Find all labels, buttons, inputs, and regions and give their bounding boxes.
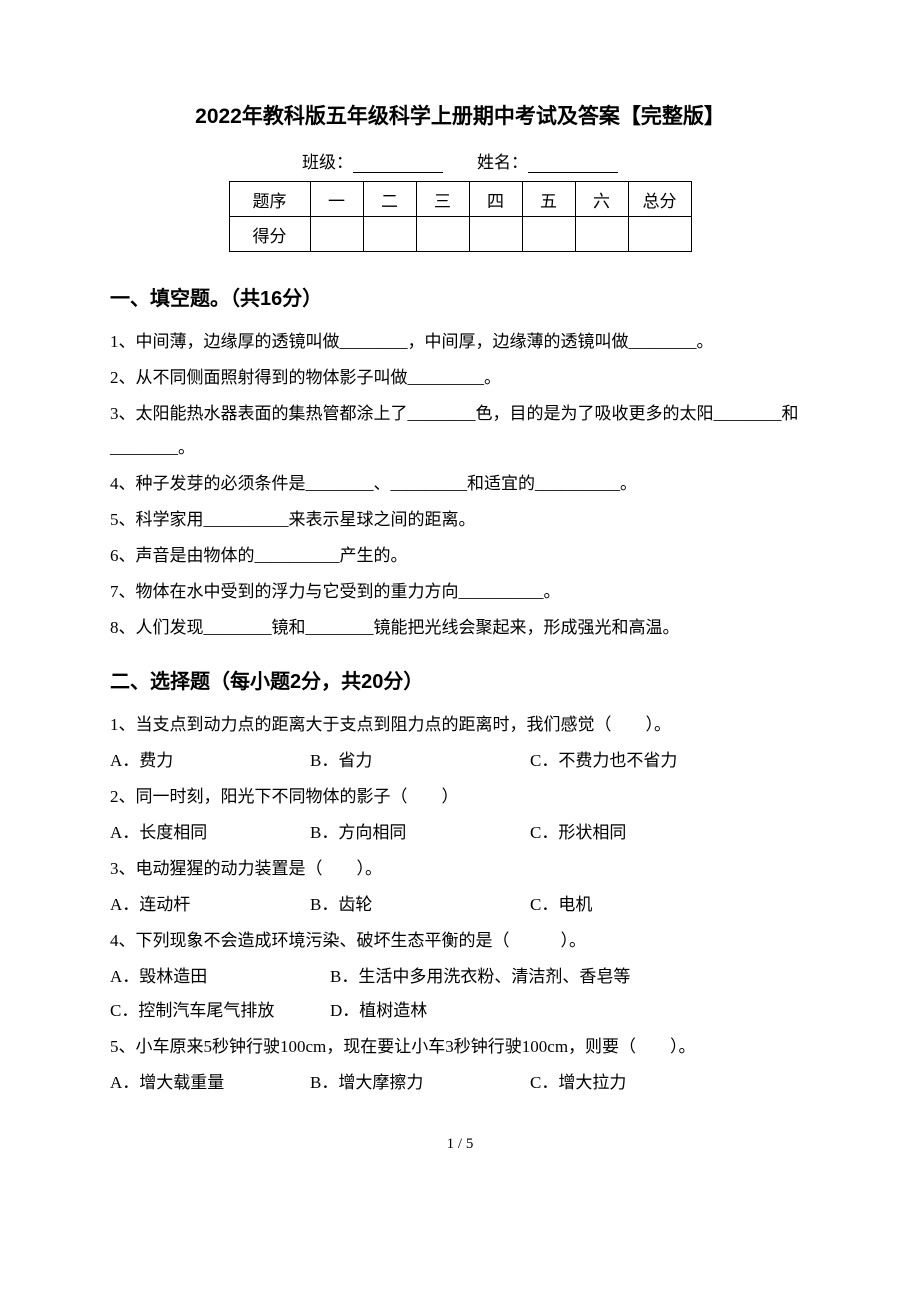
score-header-cell: 二: [363, 182, 416, 217]
mc-q5-text: 5、小车原来5秒钟行驶100cm，现在要让小车3秒钟行驶100cm，则要（ ）。: [110, 1030, 810, 1064]
mc-q3-options: A．连动杆 B．齿轮 C．电机: [110, 888, 810, 922]
score-cell: [628, 217, 691, 252]
mc-option-b: B．增大摩擦力: [310, 1066, 530, 1100]
page: 2022年教科版五年级科学上册期中考试及答案【完整版】 班级： 姓名： 题序 一…: [0, 0, 920, 1193]
fill-blank-q3: 3、太阳能热水器表面的集热管都涂上了________色，目的是为了吸收更多的太阳…: [110, 397, 810, 465]
mc-option-c: C．电机: [530, 888, 592, 922]
mc-q3-text: 3、电动猩猩的动力装置是（ ）。: [110, 852, 810, 886]
class-label: 班级：: [302, 153, 353, 172]
fill-blank-q1: 1、中间薄，边缘厚的透镜叫做________，中间厚，边缘薄的透镜叫做_____…: [110, 325, 810, 359]
section1-heading: 一、填空题。（共16分）: [110, 282, 810, 311]
mc-q4-options: A．毁林造田 B．生活中多用洗衣粉、清洁剂、香皂等 C．控制汽车尾气排放 D．植…: [110, 960, 810, 1028]
mc-option-c: C．形状相同: [530, 816, 626, 850]
fill-blank-q2: 2、从不同侧面照射得到的物体影子叫做_________。: [110, 361, 810, 395]
mc-option-b: B．齿轮: [310, 888, 530, 922]
name-label: 姓名：: [477, 153, 528, 172]
score-header-cell: 三: [416, 182, 469, 217]
fill-blank-q8: 8、人们发现________镜和________镜能把光线会聚起来，形成强光和高…: [110, 611, 810, 645]
mc-q4-text: 4、下列现象不会造成环境污染、破坏生态平衡的是（ ）。: [110, 924, 810, 958]
score-header-cell: 总分: [628, 182, 691, 217]
mc-option-c: C．控制汽车尾气排放: [110, 994, 330, 1028]
score-cell: [416, 217, 469, 252]
exam-title: 2022年教科版五年级科学上册期中考试及答案【完整版】: [110, 100, 810, 130]
mc-option-a: A．费力: [110, 744, 310, 778]
fill-blank-q7: 7、物体在水中受到的浮力与它受到的重力方向__________。: [110, 575, 810, 609]
mc-option-b: B．省力: [310, 744, 530, 778]
section2-heading: 二、选择题（每小题2分，共20分）: [110, 665, 810, 694]
mc-option-a: A．增大载重量: [110, 1066, 310, 1100]
table-row: 题序 一 二 三 四 五 六 总分: [229, 182, 691, 217]
score-cell: [575, 217, 628, 252]
mc-option-b: B．方向相同: [310, 816, 530, 850]
mc-option-a: A．连动杆: [110, 888, 310, 922]
mc-q2-options: A．长度相同 B．方向相同 C．形状相同: [110, 816, 810, 850]
name-blank: [528, 153, 618, 173]
class-blank: [353, 153, 443, 173]
score-header-cell: 四: [469, 182, 522, 217]
mc-option-d: D．植树造林: [330, 994, 427, 1028]
score-cell: [363, 217, 416, 252]
fill-blank-q6: 6、声音是由物体的__________产生的。: [110, 539, 810, 573]
score-cell: [522, 217, 575, 252]
mc-q1-text: 1、当支点到动力点的距离大于支点到阻力点的距离时，我们感觉（ ）。: [110, 708, 810, 742]
page-number: 1 / 5: [110, 1136, 810, 1153]
mc-option-a: A．长度相同: [110, 816, 310, 850]
score-header-cell: 六: [575, 182, 628, 217]
score-table: 题序 一 二 三 四 五 六 总分 得分: [229, 181, 692, 252]
score-header-cell: 一: [310, 182, 363, 217]
fill-blank-q5: 5、科学家用__________来表示星球之间的距离。: [110, 503, 810, 537]
table-row: 得分: [229, 217, 691, 252]
fill-blank-q4: 4、种子发芽的必须条件是________、_________和适宜的______…: [110, 467, 810, 501]
score-cell: [469, 217, 522, 252]
mc-option-a: A．毁林造田: [110, 960, 330, 994]
score-header-cell: 五: [522, 182, 575, 217]
mc-option-c: C．增大拉力: [530, 1066, 626, 1100]
score-header-cell: 题序: [229, 182, 310, 217]
score-row-label: 得分: [229, 217, 310, 252]
class-name-line: 班级： 姓名：: [110, 148, 810, 173]
mc-q5-options: A．增大载重量 B．增大摩擦力 C．增大拉力: [110, 1066, 810, 1100]
score-cell: [310, 217, 363, 252]
mc-option-b: B．生活中多用洗衣粉、清洁剂、香皂等: [330, 960, 630, 994]
mc-q2-text: 2、同一时刻，阳光下不同物体的影子（ ）: [110, 780, 810, 814]
mc-option-c: C．不费力也不省力: [530, 744, 677, 778]
mc-q1-options: A．费力 B．省力 C．不费力也不省力: [110, 744, 810, 778]
